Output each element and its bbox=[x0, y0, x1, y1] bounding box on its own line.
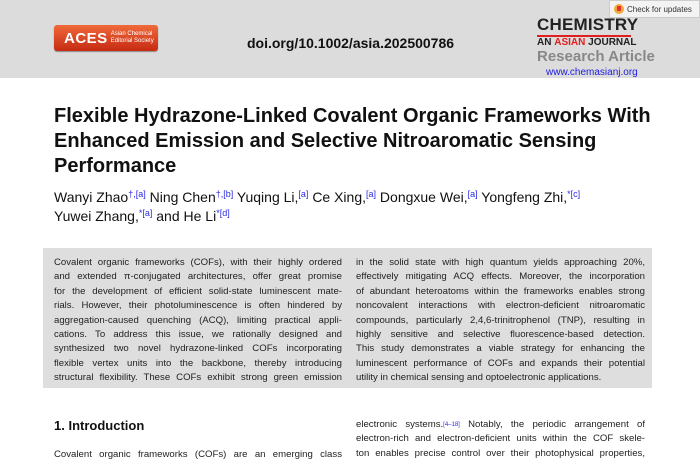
author-name: Wanyi Zhao bbox=[54, 189, 129, 205]
text-line: ton enables precise control over their p… bbox=[356, 447, 645, 459]
text-line: and extended π-conjugated architectures,… bbox=[54, 271, 342, 283]
text-line: structural flexibility. These COFs exhib… bbox=[54, 372, 342, 384]
text-line: electronic systems.[4–18] Notably, the p… bbox=[356, 419, 645, 430]
affiliation-mark[interactable]: [a] bbox=[467, 189, 478, 199]
text-line: noncovalent interactions with electron-d… bbox=[356, 300, 645, 312]
crossmark-icon bbox=[614, 4, 624, 14]
text-line: Covalent organic frameworks (COFs) are a… bbox=[54, 449, 342, 460]
abstract-left-column: Covalent organic frameworks (COFs), with… bbox=[54, 256, 342, 386]
text-line: Covalent organic frameworks (COFs), with… bbox=[54, 257, 342, 268]
text-line: luminescent performance of COFs and expa… bbox=[356, 357, 645, 369]
text-line: compounds, particularly 2,4,6-trinitroph… bbox=[356, 314, 645, 326]
text-line: utility in chemical sensing and optoelec… bbox=[356, 372, 602, 384]
journal-url[interactable]: www.chemasianj.org bbox=[546, 67, 638, 78]
affiliation-mark[interactable]: †,[b] bbox=[215, 189, 234, 199]
text-line: flexible vertex units into the backbone,… bbox=[54, 357, 342, 369]
doi-link[interactable]: doi.org/10.1002/asia.202500786 bbox=[247, 35, 455, 51]
affiliation-mark[interactable]: [a] bbox=[366, 189, 377, 199]
text-line: effectively mitigating ACQ effects. More… bbox=[356, 271, 645, 283]
affiliation-mark[interactable]: †,[a] bbox=[128, 189, 146, 199]
abstract-right-column: in the solid state with high quantum yie… bbox=[356, 256, 645, 386]
affiliation-mark[interactable]: [a] bbox=[298, 189, 309, 199]
aces-logo[interactable]: ACES Asian Chemical Editorial Society bbox=[54, 25, 158, 51]
text-line: for the development of efficient solid-s… bbox=[54, 285, 342, 297]
author-name: Yuwei Zhang, bbox=[54, 208, 139, 224]
text-line: synthesized two novel hydrazone-linked C… bbox=[54, 343, 342, 355]
abstract-box bbox=[43, 248, 652, 388]
author-name: Yuqing Li, bbox=[236, 189, 299, 205]
intro-right-column: electronic systems.[4–18] Notably, the p… bbox=[356, 418, 645, 461]
article-title: Flexible Hydrazone-Linked Covalent Organ… bbox=[54, 105, 651, 177]
journal-logo: CHEMISTRY AN ASIAN JOURNAL Research Arti… bbox=[537, 15, 655, 65]
intro-left-column: Covalent organic frameworks (COFs) are a… bbox=[54, 448, 342, 462]
author-name: Ce Xing, bbox=[312, 189, 367, 205]
text-line: aggregation-caused quenching (ACQ), limi… bbox=[54, 314, 342, 326]
author-name: Ning Chen bbox=[149, 189, 216, 205]
author-list: Wanyi Zhao†,[a] Ning Chen†,[b] Yuqing Li… bbox=[54, 188, 654, 226]
affiliation-mark[interactable]: *[d] bbox=[216, 208, 230, 218]
citation-link[interactable]: [4–18] bbox=[443, 422, 460, 428]
text-line: This study demonstrates a viable strateg… bbox=[356, 343, 645, 355]
affiliation-mark[interactable]: *[a] bbox=[138, 208, 153, 218]
author-name: and He Li bbox=[156, 208, 217, 224]
author-name: Dongxue Wei, bbox=[379, 189, 468, 205]
check-for-updates-button[interactable]: Check for updates bbox=[609, 0, 700, 18]
article-type: Research Article bbox=[537, 48, 655, 65]
text-line: electron-rich and electron-deficient uni… bbox=[356, 433, 645, 445]
author-name: Yongfeng Zhi, bbox=[481, 189, 568, 205]
text-line: cations. To address this issue, we ratio… bbox=[54, 328, 342, 340]
text-line: of abundant heteroatoms within the frame… bbox=[356, 285, 645, 297]
section-heading: 1. Introduction bbox=[54, 418, 145, 433]
text-line: highly sensitive and selective fluoresce… bbox=[356, 328, 645, 340]
affiliation-mark[interactable]: *[c] bbox=[567, 189, 581, 199]
text-line: in the solid state with high quantum yie… bbox=[356, 257, 645, 268]
text-line: rials. However, their photoluminescence … bbox=[54, 300, 342, 312]
